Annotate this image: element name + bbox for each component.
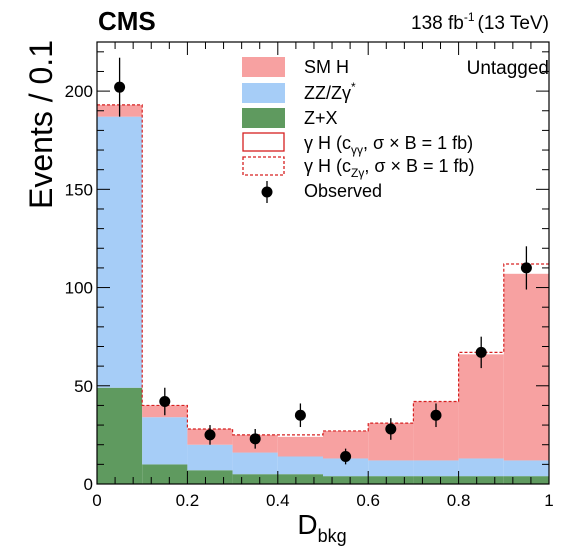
bar-zzz-bin-10 (503, 460, 549, 477)
observed-point-9 (475, 346, 487, 358)
y-axis-label: Events / 0.1 (23, 40, 59, 209)
lumi-value: 138 fb (411, 13, 464, 34)
legend-swatch-zx (242, 108, 285, 128)
lumi-exponent: -1 (464, 10, 475, 24)
x-axis-label-main: D (297, 509, 317, 540)
bar-zx-bin-8 (413, 476, 459, 484)
x-tick-label-0: 0 (92, 491, 101, 510)
bar-zzz-bin-6 (323, 458, 369, 477)
bar-zx-bin-2 (142, 464, 188, 484)
y-tick-label-150: 150 (65, 180, 93, 199)
y-tick-label-200: 200 (65, 82, 93, 101)
legend-label-zz-sup: * (351, 80, 356, 94)
x-tick-label-1: 0.2 (176, 491, 200, 510)
bar-zx-bin-7 (368, 476, 414, 484)
bar-zzz-bin-9 (458, 458, 504, 477)
bar-zx-bin-10 (503, 476, 549, 484)
observed-point-5 (294, 409, 306, 421)
legend-label-gh-cgg-sub: γγ (351, 143, 363, 157)
observed-point-7 (385, 423, 397, 435)
bar-zzz-bin-8 (413, 460, 459, 477)
plot-frame (96, 41, 550, 485)
legend-swatch-zz (242, 83, 285, 103)
bar-zx-bin-5 (277, 474, 323, 484)
legend-label-observed: Observed (304, 181, 382, 201)
observed-point-1 (114, 81, 126, 93)
observed-point-6 (340, 450, 352, 462)
observed-point-2 (159, 395, 171, 407)
x-axis-label-sub: bkg (318, 526, 347, 546)
experiment-label: CMS (98, 6, 156, 36)
y-tick-label-100: 100 (65, 279, 93, 298)
frame-layer: 0 50 100 150 200 0 0.2 0.4 0.6 0.8 1 (65, 41, 554, 510)
legend-label-gh-cgg-pre: γ H (c (304, 133, 351, 153)
legend-label-gh-czg-pre: γ H (c (304, 156, 351, 176)
bar-zx-bin-1 (97, 387, 143, 484)
legend-label-gh-czg-sub: Zγ (351, 166, 364, 180)
legend-label-zx: Z+X (304, 108, 338, 128)
gamma-h-czg-line (97, 104, 549, 436)
plot-layer (97, 57, 549, 484)
bar-zzz-bin-4 (232, 452, 278, 475)
x-tick-label-3: 0.6 (356, 491, 380, 510)
bar-zzz-bin-2 (142, 417, 188, 465)
bar-smh-bin-10 (503, 273, 549, 461)
legend-swatch-smh (242, 57, 285, 77)
legend-marker-observed (261, 186, 273, 198)
bar-zx-bin-4 (232, 474, 278, 484)
observed-point-4 (249, 433, 261, 445)
bar-zzz-bin-1 (97, 116, 143, 388)
observed-point-10 (520, 262, 532, 274)
y-tick-label-50: 50 (74, 377, 93, 396)
legend: SM H ZZ/Zγ* Z+X γ H (cγγ, σ × B = 1 fb) … (242, 57, 475, 203)
legend-label-smh: SM H (304, 57, 349, 77)
legend-label-gh-cgg: γ H (cγγ, σ × B = 1 fb) (304, 133, 473, 157)
legend-swatch-gh-cgg (242, 132, 285, 152)
legend-label-gh-cgg-post: , σ × B = 1 fb) (363, 133, 473, 153)
observed-point-8 (430, 409, 442, 421)
bar-zzz-bin-7 (368, 460, 414, 477)
x-tick-label-2: 0.4 (266, 491, 290, 510)
bar-smh-bin-9 (458, 354, 504, 459)
x-tick-label-5: 1 (544, 491, 553, 510)
lumi-label: 138 fb-1 (13 TeV) (411, 10, 549, 34)
x-axis-label: Dbkg (297, 509, 346, 546)
x-tick-label-4: 0.8 (447, 491, 471, 510)
legend-swatch-gh-czg (242, 156, 285, 176)
legend-label-zz-main: ZZ/Zγ (304, 83, 351, 103)
bar-zzz-bin-5 (277, 456, 323, 475)
bar-zzz-bin-3 (187, 444, 233, 471)
bar-zx-bin-3 (187, 470, 233, 484)
y-tick-label-0: 0 (84, 475, 93, 494)
energy-label: (13 TeV) (478, 13, 549, 34)
legend-label-gh-czg: γ H (cZγ, σ × B = 1 fb) (304, 156, 475, 180)
legend-label-gh-czg-post: , σ × B = 1 fb) (364, 156, 474, 176)
observed-point-3 (204, 429, 216, 441)
bar-zx-bin-6 (323, 476, 369, 484)
bar-zx-bin-9 (458, 476, 504, 484)
legend-label-zz: ZZ/Zγ* (304, 80, 356, 103)
category-label: Untagged (467, 58, 549, 79)
bar-smh-bin-5 (277, 436, 323, 457)
